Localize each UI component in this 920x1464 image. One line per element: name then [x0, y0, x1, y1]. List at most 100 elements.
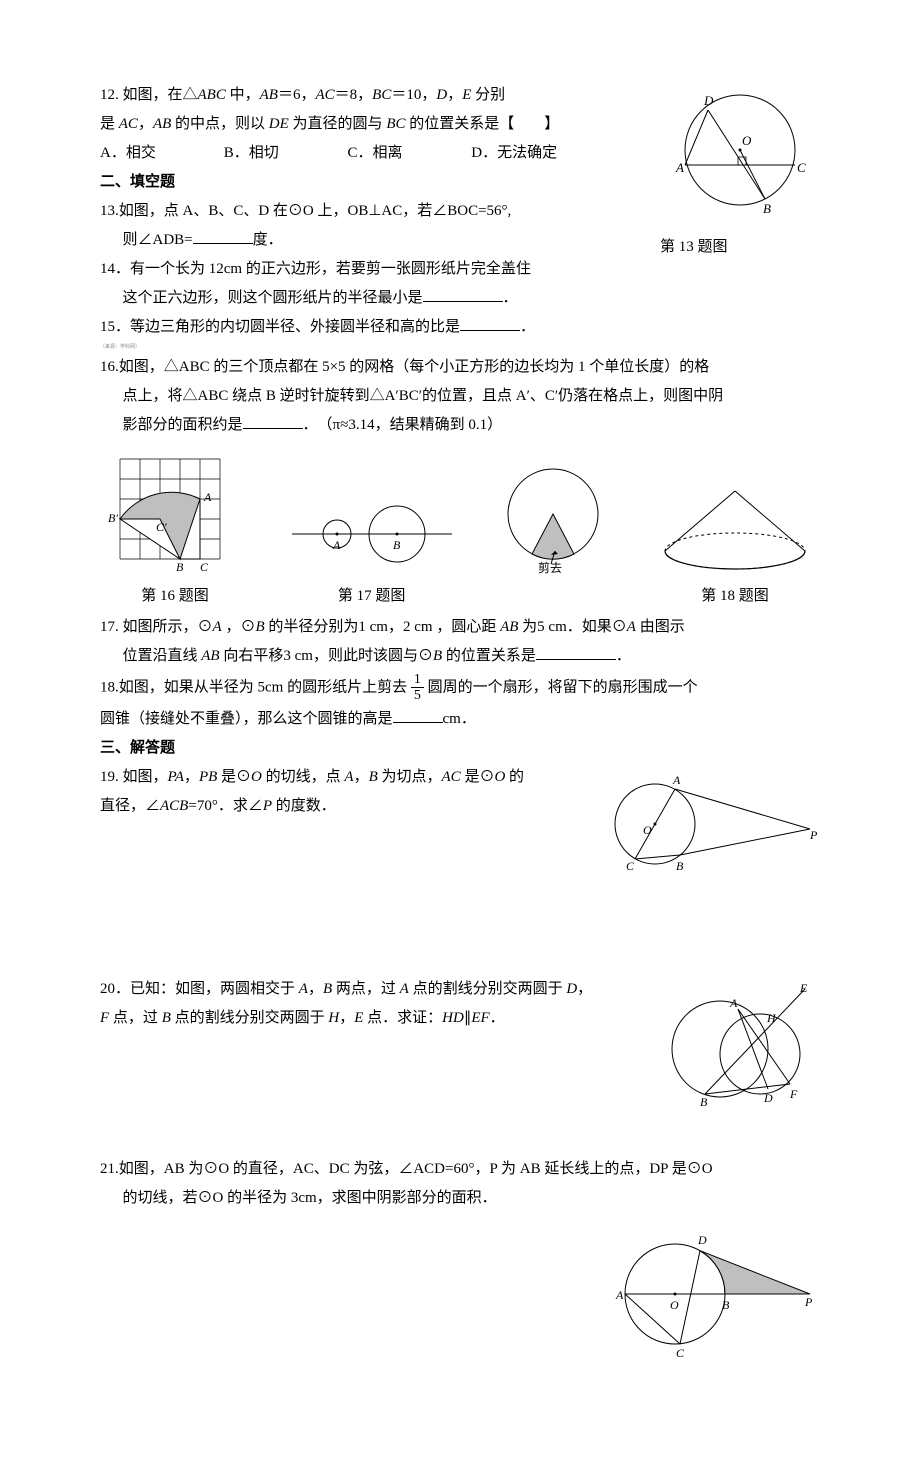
t: 两点，过 — [332, 981, 400, 997]
fig17-svg: A B — [287, 489, 457, 579]
t: ，⊙ — [222, 619, 256, 635]
t: B — [323, 981, 332, 997]
blank — [393, 707, 443, 723]
t: 点的割线分别交两圆于 — [171, 1010, 329, 1026]
t: 12. 如图，在△ — [100, 87, 198, 103]
fig18b-svg — [650, 479, 820, 579]
t: EF — [471, 1010, 489, 1026]
t: 点，过 — [109, 1010, 162, 1026]
num: 1 — [411, 672, 424, 688]
t: A — [344, 769, 353, 785]
t: ABC — [198, 87, 226, 103]
t: 则∠ADB= — [123, 232, 193, 248]
q15: 15．等边三角形的内切圆半径、外接圆半径和高的比是． — [100, 314, 820, 341]
t: BC — [372, 87, 391, 103]
t: PA — [168, 769, 184, 785]
opt-b: B．相切 — [224, 140, 344, 167]
svg-text:P: P — [809, 828, 818, 842]
t: 为 — [518, 619, 537, 635]
t: 这个正六边形，则这个圆形纸片的半径最小是 — [123, 290, 423, 306]
cap17: 第 17 题图 — [287, 583, 457, 610]
blank — [536, 644, 616, 660]
q17-line1: 17. 如图所示，⊙A ，⊙B 的半径分别为1 cm，2 cm ，圆心距 AB … — [100, 614, 820, 641]
svg-text:A: A — [203, 490, 212, 504]
t: 度． — [253, 232, 283, 248]
t: E — [462, 87, 471, 103]
t: ， — [447, 87, 462, 103]
svg-text:B: B — [676, 859, 684, 873]
q21-figure: A O B P D C — [600, 1214, 820, 1364]
svg-text:B: B — [700, 1095, 708, 1109]
t: A — [213, 619, 222, 635]
q13-figure-block: O D A C B 第 13 题图 — [660, 80, 820, 261]
q21-line1: 21.如图，AB 为⊙O 的直径，AC、DC 为弦，∠ACD=60°，P 为 A… — [100, 1156, 820, 1183]
svg-text:D: D — [697, 1233, 707, 1247]
svg-text:A: A — [675, 160, 684, 175]
t: A — [299, 981, 308, 997]
t: HD — [442, 1010, 464, 1026]
q13-figure: O D A C B — [660, 80, 820, 230]
q19-svg: A O C B P — [600, 764, 820, 894]
fig18b: 第 18 题图 — [650, 479, 820, 610]
svg-text:P: P — [804, 1295, 813, 1309]
svg-text:O: O — [643, 823, 652, 837]
t: 的位置关系是 — [442, 648, 536, 664]
t: B — [433, 648, 442, 664]
t: 位置沿直线 — [123, 648, 202, 664]
t: 影部分的面积约是 — [123, 417, 243, 433]
svg-text:F: F — [789, 1087, 798, 1101]
figure-row: A B C B′ C′ 第 16 题图 A B 第 17 题图 剪去 — [100, 449, 820, 610]
t: 的 — [505, 769, 524, 785]
q13-caption: 第 13 题图 — [660, 234, 820, 261]
cap-empty — [493, 583, 613, 610]
svg-text:C′: C′ — [156, 520, 167, 534]
svg-text:A: A — [332, 538, 341, 552]
section-3-heading: 三、解答题 — [100, 735, 820, 762]
svg-text:B: B — [393, 538, 401, 552]
t: ．如果⊙ — [567, 619, 627, 635]
opt-a: A．相交 — [100, 140, 220, 167]
t: O — [494, 769, 505, 785]
t: 5 cm — [537, 619, 567, 635]
t: F — [100, 1010, 109, 1026]
t: AC — [119, 116, 138, 132]
t: 的位置关系是【 】 — [405, 116, 559, 132]
svg-text:D: D — [703, 93, 714, 108]
t: ． — [520, 319, 535, 335]
svg-text:B: B — [763, 201, 771, 216]
q21-svg: A O B P D C — [600, 1214, 820, 1364]
t: BC — [386, 116, 405, 132]
svg-text:B: B — [176, 560, 184, 574]
t: 直径，∠ — [100, 798, 160, 814]
fraction: 15 — [411, 672, 424, 704]
t: P — [263, 798, 272, 814]
t: 向右平移 — [220, 648, 284, 664]
t: AC — [442, 769, 461, 785]
t: A — [627, 619, 636, 635]
cap16: 第 16 题图 — [100, 583, 250, 610]
t: 为直径的圆与 — [289, 116, 387, 132]
fig16-svg: A B C B′ C′ — [100, 449, 250, 579]
t: AB — [201, 648, 219, 664]
t: ACB — [160, 798, 188, 814]
t: 分别 — [471, 87, 505, 103]
svg-text:A: A — [672, 773, 681, 787]
t: ，则此时该圆与⊙ — [313, 648, 433, 664]
t: 圆周的一个扇形，将留下的扇形围成一个 — [424, 679, 698, 695]
t: D — [436, 87, 447, 103]
t: ， — [184, 769, 199, 785]
t: 是⊙ — [461, 769, 495, 785]
q14-line2: 这个正六边形，则这个圆形纸片的半径最小是． — [100, 285, 820, 312]
source-ref: （来源：学科网） — [100, 343, 820, 352]
t: AC — [315, 87, 334, 103]
q18-line2: 圆锥（接缝处不重叠），那么这个圆锥的高是cm． — [100, 706, 820, 733]
t: 的切线，点 — [262, 769, 345, 785]
q21-line2: 的切线，若⊙O 的半径为 3cm，求图中阴影部分的面积． — [100, 1185, 820, 1212]
t: D — [566, 981, 577, 997]
t: ， — [339, 1010, 354, 1026]
fig18a-svg: 剪去 — [493, 459, 613, 579]
t: 为切点， — [378, 769, 442, 785]
t: DE — [269, 116, 289, 132]
t: 19. 如图， — [100, 769, 168, 785]
t: ． — [616, 648, 631, 664]
